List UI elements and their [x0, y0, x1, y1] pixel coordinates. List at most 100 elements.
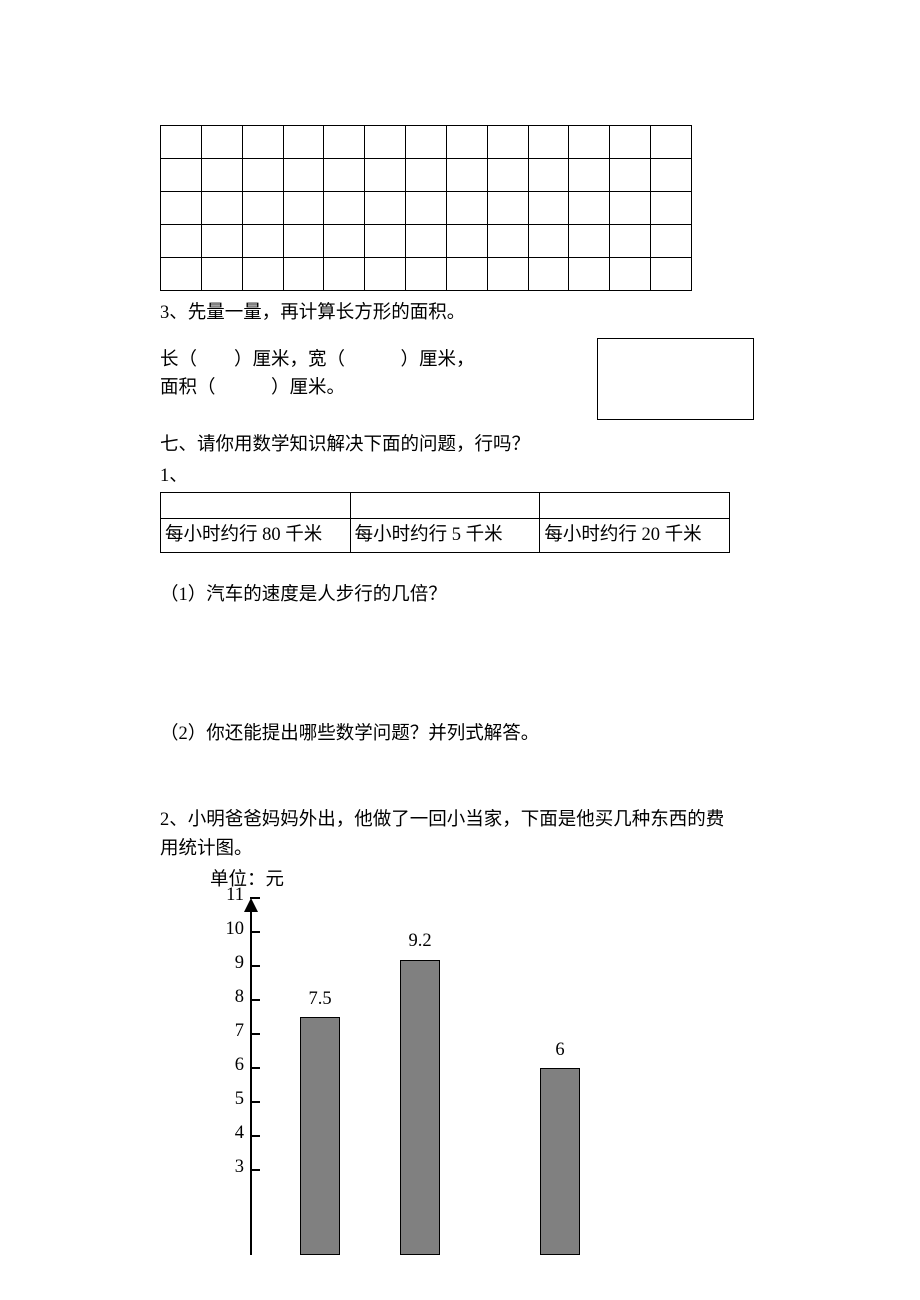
grid-cell: [324, 258, 365, 291]
bar-value-label: 7.5: [290, 985, 350, 1014]
grid-cell: [406, 225, 447, 258]
grid-cell: [528, 192, 569, 225]
grid-cell: [201, 225, 242, 258]
grid-cell: [528, 225, 569, 258]
speed-cell: 每小时约行 5 千米: [350, 519, 540, 553]
grid-cell: [283, 192, 324, 225]
table-row: [161, 493, 351, 519]
empty-grid: [160, 125, 692, 291]
grid-cell: [283, 159, 324, 192]
grid-cell: [610, 258, 651, 291]
bar-value-label: 9.2: [390, 927, 450, 956]
grid-cell: [324, 126, 365, 159]
y-tick: [250, 1067, 260, 1069]
y-tick-label: 8: [212, 983, 244, 1012]
grid-cell: [161, 159, 202, 192]
grid-cell: [283, 225, 324, 258]
grid-cell: [610, 159, 651, 192]
y-tick-label: 6: [212, 1051, 244, 1080]
grid-cell: [242, 159, 283, 192]
grid-cell: [201, 159, 242, 192]
q2-text: 2、小明爸爸妈妈外出，他做了一回小当家，下面是他买几种东西的费用统计图。: [160, 806, 730, 863]
grid-cell: [283, 258, 324, 291]
grid-cell: [487, 225, 528, 258]
sub-question-1: （1）汽车的速度是人步行的几倍？: [160, 581, 730, 610]
y-tick: [250, 1033, 260, 1035]
table-row: [540, 493, 730, 519]
grid-cell: [446, 192, 487, 225]
measure-rectangle: [597, 338, 754, 420]
grid-cell: [528, 258, 569, 291]
grid-cell: [610, 126, 651, 159]
grid-cell: [528, 159, 569, 192]
grid-cell: [365, 192, 406, 225]
y-tick-label: 5: [212, 1085, 244, 1114]
grid-cell: [365, 126, 406, 159]
grid-cell: [242, 126, 283, 159]
grid-cell: [406, 192, 447, 225]
section7-title: 七、请你用数学知识解决下面的问题，行吗？: [160, 431, 730, 460]
grid-cell: [487, 258, 528, 291]
grid-cell: [569, 159, 610, 192]
q1-label: 1、: [160, 462, 730, 491]
y-tick-label: 3: [212, 1153, 244, 1182]
y-tick: [250, 1135, 260, 1137]
y-tick: [250, 965, 260, 967]
grid-cell: [487, 192, 528, 225]
y-tick-label: 4: [212, 1119, 244, 1148]
grid-cell: [161, 258, 202, 291]
grid-cell: [365, 258, 406, 291]
grid-cell: [242, 225, 283, 258]
grid-cell: [283, 126, 324, 159]
grid-cell: [610, 225, 651, 258]
grid-cell: [487, 159, 528, 192]
speed-table: 每小时约行 80 千米 每小时约行 5 千米 每小时约行 20 千米: [160, 492, 730, 553]
y-tick: [250, 931, 260, 933]
grid-cell: [406, 258, 447, 291]
grid-cell: [365, 225, 406, 258]
grid-cell: [201, 258, 242, 291]
grid-cell: [651, 225, 692, 258]
grid-cell: [569, 258, 610, 291]
bar-chart: 345678910117.59.26: [210, 900, 650, 1260]
chart-bar: [400, 960, 440, 1256]
grid-cell: [569, 225, 610, 258]
grid-cell: [528, 126, 569, 159]
sub-question-2: （2）你还能提出哪些数学问题？并列式解答。: [160, 720, 730, 749]
y-axis: [250, 900, 252, 1255]
grid-cell: [651, 126, 692, 159]
grid-cell: [365, 159, 406, 192]
grid-cell: [446, 225, 487, 258]
table-row: [350, 493, 540, 519]
grid-cell: [406, 159, 447, 192]
grid-cell: [610, 192, 651, 225]
grid-cell: [324, 192, 365, 225]
q3-title: 3、先量一量，再计算长方形的面积。: [160, 299, 730, 328]
grid-cell: [651, 258, 692, 291]
grid-cell: [569, 192, 610, 225]
y-tick-label: 9: [212, 949, 244, 978]
y-tick-label: 10: [212, 915, 244, 944]
grid-cell: [161, 225, 202, 258]
chart-bar: [300, 1017, 340, 1255]
speed-cell: 每小时约行 20 千米: [540, 519, 730, 553]
y-tick-label: 7: [212, 1017, 244, 1046]
grid-cell: [201, 192, 242, 225]
grid-cell: [446, 258, 487, 291]
speed-cell: 每小时约行 80 千米: [161, 519, 351, 553]
y-tick-label: 11: [212, 881, 244, 910]
grid-cell: [324, 225, 365, 258]
chart-unit-label: 单位：元: [210, 866, 730, 895]
grid-cell: [324, 159, 365, 192]
bar-value-label: 6: [530, 1036, 590, 1065]
grid-cell: [446, 126, 487, 159]
grid-cell: [487, 126, 528, 159]
grid-cell: [651, 192, 692, 225]
grid-cell: [569, 126, 610, 159]
y-tick: [250, 897, 260, 899]
grid-cell: [446, 159, 487, 192]
grid-cell: [242, 258, 283, 291]
y-tick: [250, 999, 260, 1001]
grid-cell: [201, 126, 242, 159]
grid-cell: [161, 126, 202, 159]
